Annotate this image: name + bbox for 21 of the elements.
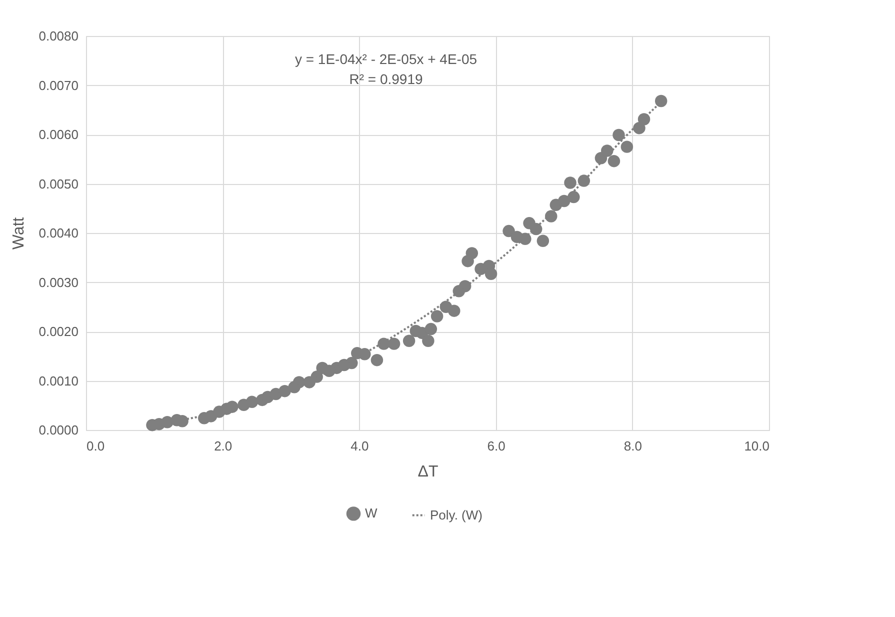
x-tick-label: 6.0 [487,438,506,454]
y-tick-label: 0.0070 [38,78,78,93]
y-axis-title: Watt [10,216,28,250]
y-tick-label: 0.0040 [38,226,78,240]
y-tick-label: 0.0060 [38,127,78,142]
legend-label: W [365,506,378,521]
y-tick-label: 0.0000 [38,422,78,438]
x-tick-label: 10.0 [744,438,770,454]
annotation: R² = 0.9919 [349,71,423,87]
y-tick-label: 0.0010 [38,373,78,388]
x-tick-label: 8.0 [624,438,642,454]
y-tick-label: 0.0080 [38,28,78,44]
legend-label: Poly. (W) [430,507,482,522]
x-tick-label: 2.0 [214,438,232,454]
y-tick-label: 0.0020 [38,324,78,339]
x-tick-label: 0.0 [86,438,105,454]
x-tick-label: 4.0 [350,438,369,454]
x-axis-title: ΔT [418,464,438,480]
y-tick-label: 0.0050 [38,176,78,192]
y-tick-label: 0.0030 [38,274,78,290]
annotation: y = 1E-04x² - 2E-05x + 4E-05 [294,51,478,67]
